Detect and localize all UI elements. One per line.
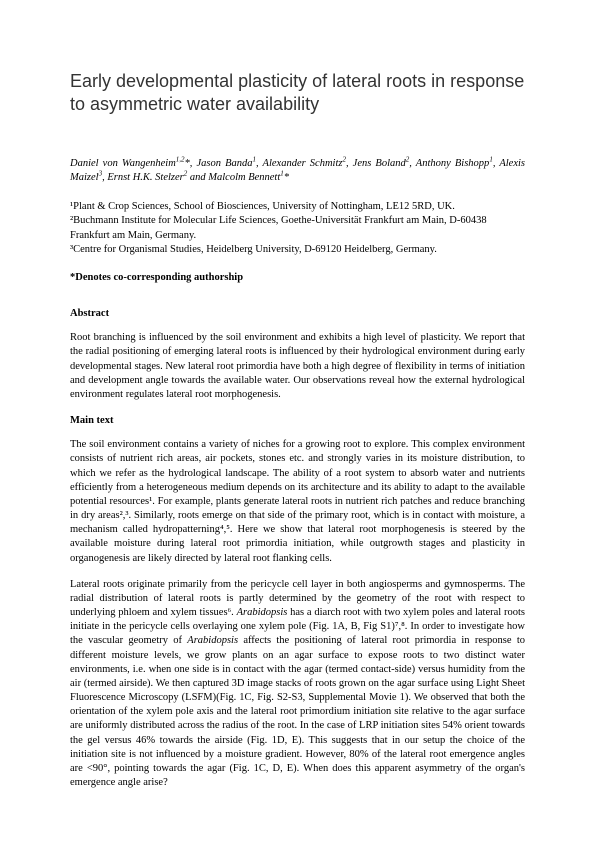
main-text-heading: Main text bbox=[70, 414, 525, 428]
main-paragraph-2: Lateral roots originate primarily from t… bbox=[70, 578, 525, 791]
author-list: Daniel von Wangenheim1,2*, Jason Banda1,… bbox=[70, 157, 525, 186]
affiliations: ¹Plant & Crop Sciences, School of Biosci… bbox=[70, 200, 525, 257]
corresponding-note: *Denotes co-corresponding authorship bbox=[70, 271, 525, 285]
affiliation-2: ²Buchmann Institute for Molecular Life S… bbox=[70, 214, 525, 242]
main-paragraph-1: The soil environment contains a variety … bbox=[70, 438, 525, 566]
affiliation-1: ¹Plant & Crop Sciences, School of Biosci… bbox=[70, 200, 525, 214]
paper-title: Early developmental plasticity of latera… bbox=[70, 70, 525, 117]
abstract-heading: Abstract bbox=[70, 307, 525, 321]
affiliation-3: ³Centre for Organismal Studies, Heidelbe… bbox=[70, 243, 525, 257]
abstract-text: Root branching is influenced by the soil… bbox=[70, 331, 525, 402]
